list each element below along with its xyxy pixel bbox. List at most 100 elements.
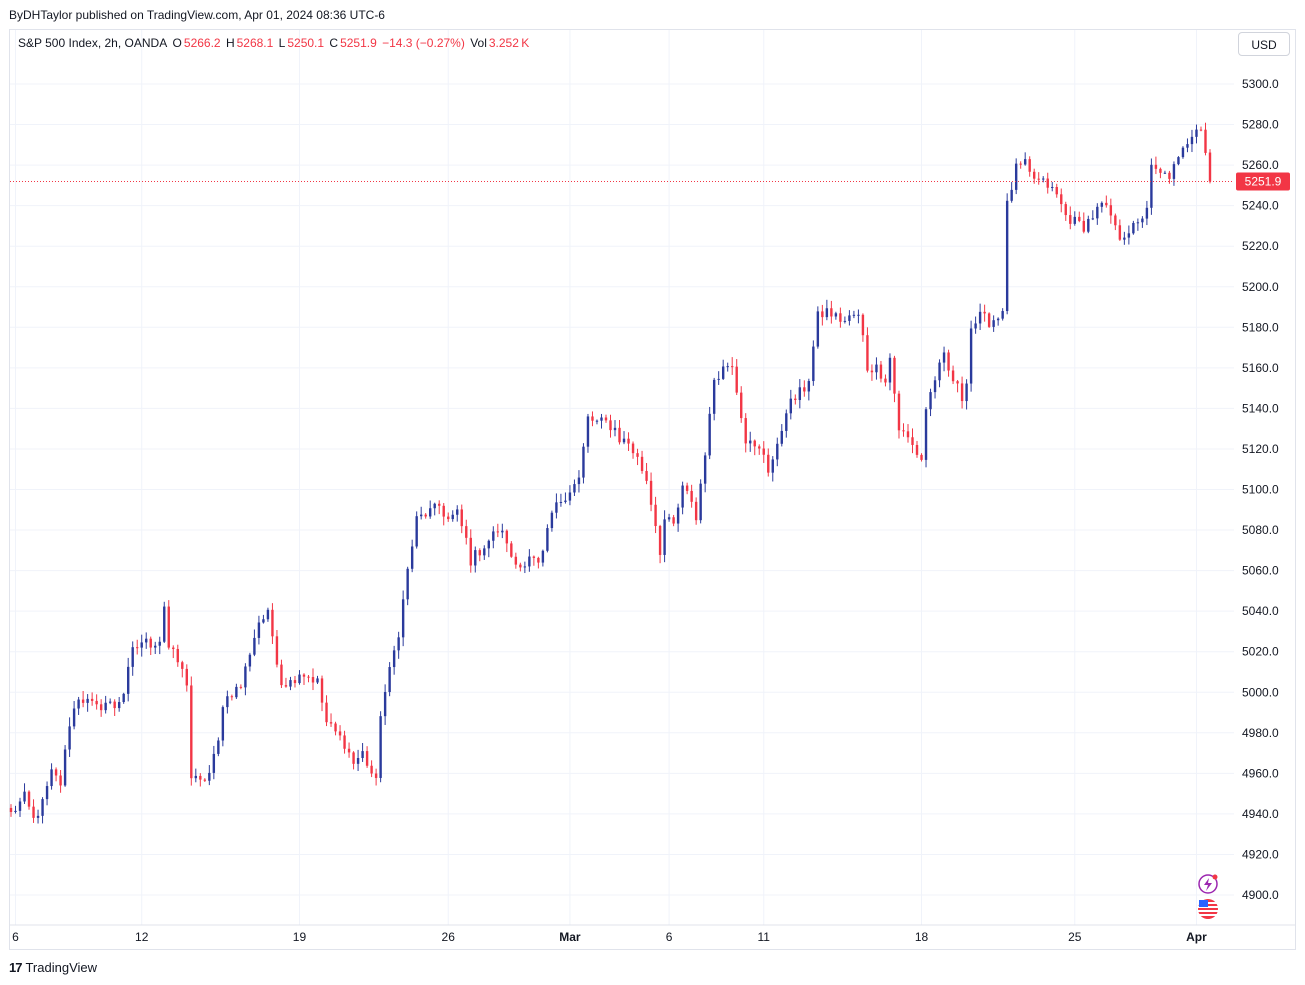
candle-body [1023, 159, 1027, 165]
candle [1168, 170, 1171, 184]
candle [289, 676, 292, 691]
candle [830, 300, 833, 324]
candle-body [1177, 157, 1180, 165]
candle [996, 317, 1000, 326]
candle [221, 705, 225, 747]
candle [992, 315, 995, 332]
candle [866, 327, 869, 373]
candle [1105, 195, 1108, 208]
candle-body [54, 769, 58, 776]
candle-body [478, 550, 481, 556]
candle [785, 409, 788, 438]
candle-body [401, 599, 405, 638]
last-price-label: 5251.9 [1245, 175, 1282, 189]
flag-canton [1199, 900, 1208, 907]
y-tick-label: 5260.0 [1242, 158, 1279, 172]
tradingview-logo-icon: 17 [9, 960, 23, 975]
candle-body [253, 637, 256, 655]
candle-body [320, 678, 324, 703]
candle-body [992, 320, 995, 327]
candle-body [604, 417, 608, 421]
x-tick-label: Mar [559, 930, 581, 944]
currency-button[interactable]: USD [1238, 32, 1290, 56]
candle [1091, 210, 1095, 221]
candle-body [45, 786, 49, 800]
candle-body [316, 678, 319, 683]
candle-body [785, 413, 788, 431]
candle-body [1060, 194, 1063, 205]
candle-body [911, 437, 914, 445]
candle [749, 431, 752, 452]
candle [27, 790, 31, 810]
candle [428, 500, 432, 519]
candle-body [744, 418, 747, 444]
candle [807, 378, 811, 401]
candle [1028, 156, 1031, 177]
candle-body [1136, 222, 1140, 224]
candle-body [568, 492, 572, 501]
candle-body [555, 502, 558, 513]
candle [311, 668, 315, 691]
candle [767, 448, 770, 477]
candle-body [1154, 164, 1158, 169]
candle-body [352, 752, 355, 764]
x-tick-label: 18 [915, 930, 929, 944]
candle-body [618, 427, 621, 443]
candle-body [685, 485, 689, 491]
candle-body [505, 530, 509, 544]
candle [573, 479, 576, 496]
candle-body [771, 459, 774, 473]
candle-body [397, 637, 400, 651]
candle [956, 379, 959, 393]
candle [510, 541, 513, 558]
candle [492, 526, 495, 549]
candle-body [487, 540, 490, 549]
candle-body [613, 427, 617, 431]
candle [902, 423, 905, 437]
x-tick-label: 6 [666, 930, 673, 944]
candle-body [582, 446, 585, 478]
candle-body [951, 370, 955, 382]
candle-body [1168, 172, 1171, 179]
y-tick-label: 5080.0 [1242, 523, 1279, 537]
candle [1150, 158, 1153, 215]
candle-body [519, 564, 522, 568]
candle-body [406, 568, 409, 600]
candle [978, 303, 982, 331]
candle [559, 493, 563, 507]
candle-body [852, 314, 856, 316]
candle [969, 320, 973, 392]
candle [81, 690, 85, 708]
candle-body [694, 501, 698, 521]
candle-body [1100, 202, 1104, 207]
candle-body [392, 650, 396, 668]
candle-body [1096, 206, 1099, 219]
candle [758, 444, 761, 455]
candle [126, 657, 130, 702]
footer-branding[interactable]: 17 TradingView [9, 960, 97, 975]
candle [861, 313, 865, 342]
candle [438, 500, 441, 515]
candle-body [438, 503, 441, 506]
candle [1199, 126, 1203, 132]
candle [465, 519, 468, 545]
candle [938, 359, 941, 388]
candle-body [131, 647, 134, 667]
candle [456, 505, 459, 522]
candles [9, 122, 1212, 824]
candle [496, 523, 500, 538]
candle-body [190, 685, 193, 779]
candle-body [307, 676, 310, 678]
candle [879, 360, 883, 383]
candle-body [523, 566, 527, 568]
y-tick-label: 5160.0 [1242, 361, 1279, 375]
candle-body [126, 666, 130, 694]
candle-body [36, 815, 40, 818]
candle-body [514, 556, 518, 565]
legend-symbol[interactable]: S&P 500 Index, 2h, OANDA [18, 36, 168, 50]
candle [834, 311, 838, 320]
candle [618, 420, 621, 445]
candle [181, 660, 184, 678]
candle [176, 644, 179, 667]
